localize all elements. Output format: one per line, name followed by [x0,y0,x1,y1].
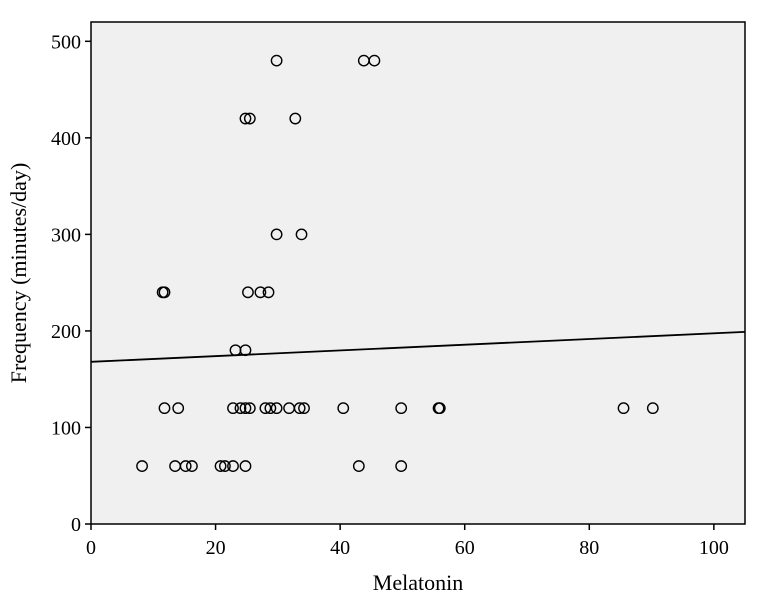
data-point [227,460,239,472]
data-point [234,402,247,415]
data-point [395,402,408,415]
data-point [646,402,659,415]
data-point [270,228,283,241]
data-point [186,460,198,472]
x-tick-label: 100 [699,537,729,559]
data-point [239,344,252,357]
data-point [337,402,350,415]
data-point [158,286,171,299]
y-tick-label: 300 [51,224,81,246]
data-point [214,460,227,472]
data-point [227,402,239,415]
data-point [158,402,171,415]
x-tick-label: 40 [330,537,350,559]
plot-area [90,21,746,525]
data-point [295,228,308,241]
x-tick-label: 80 [579,537,599,559]
data-point [433,402,446,415]
y-axis: 0 100 200 300 400 500 [51,31,91,536]
data-point [395,460,408,472]
y-tick-label: 500 [51,31,81,53]
x-tick-label: 60 [455,537,475,559]
fit-line-group [90,330,746,363]
data-point [259,402,272,415]
data-point [254,286,267,299]
x-axis: 0 20 40 60 80 100 [86,524,729,559]
data-point [242,286,254,299]
y-tick-label: 200 [51,321,81,343]
x-tick-label: 20 [206,537,226,559]
fit-line [90,330,746,363]
data-point [239,112,252,125]
data-point [289,112,302,125]
data-point [262,286,275,299]
data-point [264,402,277,415]
y-tick-label: 100 [51,417,81,439]
data-point [239,402,252,415]
data-point [179,460,192,472]
data-point [352,460,365,472]
data-point [293,402,306,415]
data-point [298,402,310,415]
data-point [239,460,252,472]
data-point [270,54,283,67]
data-point [172,402,185,415]
data-point [368,54,381,67]
y-tick-label: 400 [51,128,81,150]
data-point [270,402,283,415]
x-axis-title: Melatonin [373,570,463,595]
data-point [617,402,630,415]
data-point [136,460,148,472]
y-axis-title: Frequency (minutes/day) [6,163,31,384]
y-tick-label: 0 [71,514,81,536]
points-group [136,54,659,472]
data-point [243,112,256,125]
x-tick-label: 0 [86,537,96,559]
data-point [243,402,256,415]
data-point [219,460,231,472]
